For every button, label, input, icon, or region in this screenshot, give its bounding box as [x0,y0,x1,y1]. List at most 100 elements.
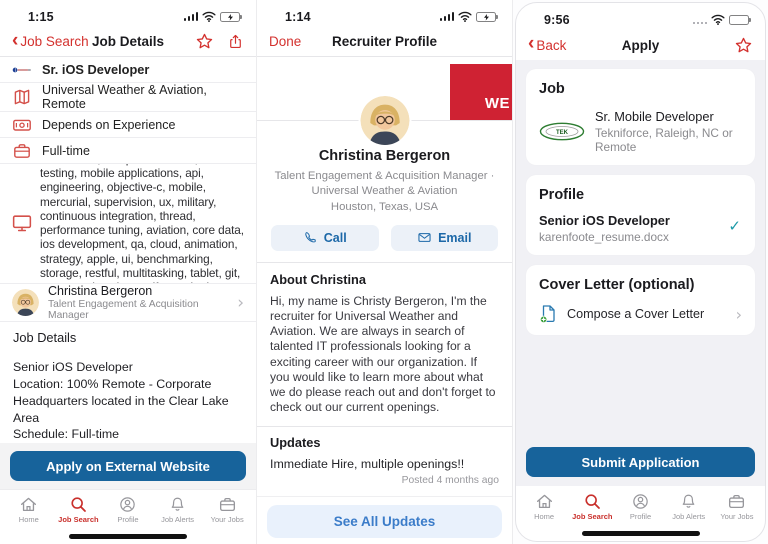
home-indicator[interactable] [69,534,187,539]
employment-type-row[interactable]: Full-time [0,138,256,164]
phone-icon [303,230,318,245]
tab-label: Home [18,515,39,524]
status-icons [183,11,242,22]
apply-external-button[interactable]: Apply on External Website [10,451,246,481]
recruiter-title-line: Talent Engagement & Acquisition Manager … [274,170,495,197]
profile-card[interactable]: Profile Senior iOS Developer karenfoote_… [526,175,755,255]
home-indicator[interactable] [581,531,700,536]
tab-label: Home [534,511,555,521]
chevron-right-icon: › [735,304,742,324]
contact-buttons: Call Email [271,224,498,251]
compose-cover-letter-row[interactable]: Compose a Cover Letter › [539,304,742,324]
submit-application-button[interactable]: Submit Application [526,447,755,477]
tab-profile[interactable]: Profile [103,495,153,524]
recruiter-title: Talent Engagement & Acquisition Manager [48,299,199,322]
salary-row[interactable]: Depends on Experience [0,112,256,138]
person-icon [118,495,137,514]
tab-job-alerts[interactable]: Job Alerts [153,495,203,524]
updates-section: Updates Immediate Hire, multiple opening… [257,427,512,490]
status-time: 1:14 [285,9,311,24]
recruiter-location: Houston, Texas, USA [330,200,439,213]
tab-label: Job Search [572,511,613,521]
back-button[interactable]: ‹ Back [528,33,567,54]
status-time: 1:15 [28,9,54,24]
back-label: Back [536,37,567,53]
battery-charging-icon [220,11,242,22]
share-button[interactable] [227,33,244,50]
about-section: About Christina Hi, my name is Christy B… [257,263,512,427]
skills-text: software, agile, prototyping, c, build a… [40,164,244,283]
back-button[interactable]: ‹ Job Search [12,31,89,50]
company-logo-icon [12,60,32,80]
tab-your-jobs[interactable]: Your Jobs [713,492,761,521]
tab-job-alerts[interactable]: Job Alerts [665,492,713,521]
tab-profile[interactable]: Profile [616,492,664,521]
submit-button-strip: Submit Application [516,447,765,486]
job-row[interactable]: Sr. Mobile Developer Tekniforce, Raleigh… [539,109,742,154]
recruiter-avatar [360,96,409,145]
tab-label: Job Alerts [161,515,195,524]
tab-home[interactable]: Home [520,492,568,521]
job-details-screen: 1:15 Job Details ‹ Job Search Sr. iOS De… [0,0,256,544]
cellular-signal-icon [183,12,198,21]
tab-your-jobs[interactable]: Your Jobs [202,495,252,524]
search-icon [583,492,602,511]
chevron-left-icon: ‹ [528,33,535,54]
battery-charging-icon [476,11,498,22]
recruiter-profile-screen: 1:14 Recruiter Profile Done WE Christina… [256,0,512,544]
banner-text: WE [484,95,510,112]
monitor-icon [8,212,36,234]
tab-label: Your Jobs [720,511,754,521]
recruiter-row[interactable]: Christina Bergeron Talent Engagement & A… [0,284,256,323]
briefcase-icon [727,492,746,511]
job-details-body: Senior iOS Developer Location: 100% Remo… [13,360,229,442]
job-details-heading: Job Details [13,330,77,346]
nav-bar: Apply ‹ Back [516,30,765,60]
status-icons [439,11,498,22]
see-all-updates-strip: See All Updates [257,495,512,544]
compose-label: Compose a Cover Letter [567,307,705,321]
cellular-signal-icon [439,12,454,21]
status-bar: 1:15 [0,0,256,27]
apply-screen-frame: 9:56 Apply ‹ Back Job [512,0,768,544]
tekniforce-logo-icon [539,121,585,142]
tab-label: Job Search [58,515,99,524]
nav-bar: Recruiter Profile Done [257,27,512,57]
tab-label: Job Alerts [672,511,706,521]
tab-home[interactable]: Home [4,495,54,524]
tab-job-search[interactable]: Job Search [568,492,616,521]
job-subtitle: Tekniforce, Raleigh, NC or Remote [595,126,733,154]
home-icon [535,492,554,511]
battery-icon [729,14,751,25]
done-button[interactable]: Done [269,34,301,49]
wifi-icon [711,14,725,25]
employment-type-label: Full-time [42,143,90,158]
call-button[interactable]: Call [271,224,379,251]
status-time: 9:56 [544,12,570,27]
job-title-row[interactable]: Sr. iOS Developer [0,57,256,83]
job-card-heading: Job [539,81,565,97]
bell-icon [679,492,698,511]
salary-label: Depends on Experience [42,117,176,132]
company-row[interactable]: Universal Weather & Aviation, Remote [0,83,256,112]
wifi-icon [202,11,216,22]
status-bar: 9:56 [516,3,765,30]
job-details-section: Job Details Senior iOS Developer Locatio… [0,322,256,443]
apply-content: Job Sr. Mobile Developer Tekniforce, Ral… [516,60,765,345]
favorite-star-button[interactable] [195,32,214,51]
document-add-icon [539,304,557,324]
briefcase-icon [12,141,32,161]
email-button[interactable]: Email [390,224,498,251]
recruiter-name: Christina Bergeron [48,284,153,299]
recruiter-avatar [12,289,39,316]
tab-job-search[interactable]: Job Search [54,495,104,524]
see-all-updates-button[interactable]: See All Updates [267,504,502,538]
tab-bar: Home Job Search Profile Job Alerts Your … [516,486,765,526]
tab-label: Your Jobs [210,515,244,524]
back-label: Job Search [20,34,89,49]
favorite-star-button[interactable] [734,36,753,55]
banner-red-box: WE [450,64,512,120]
money-icon [12,115,32,135]
status-icons [692,14,751,25]
